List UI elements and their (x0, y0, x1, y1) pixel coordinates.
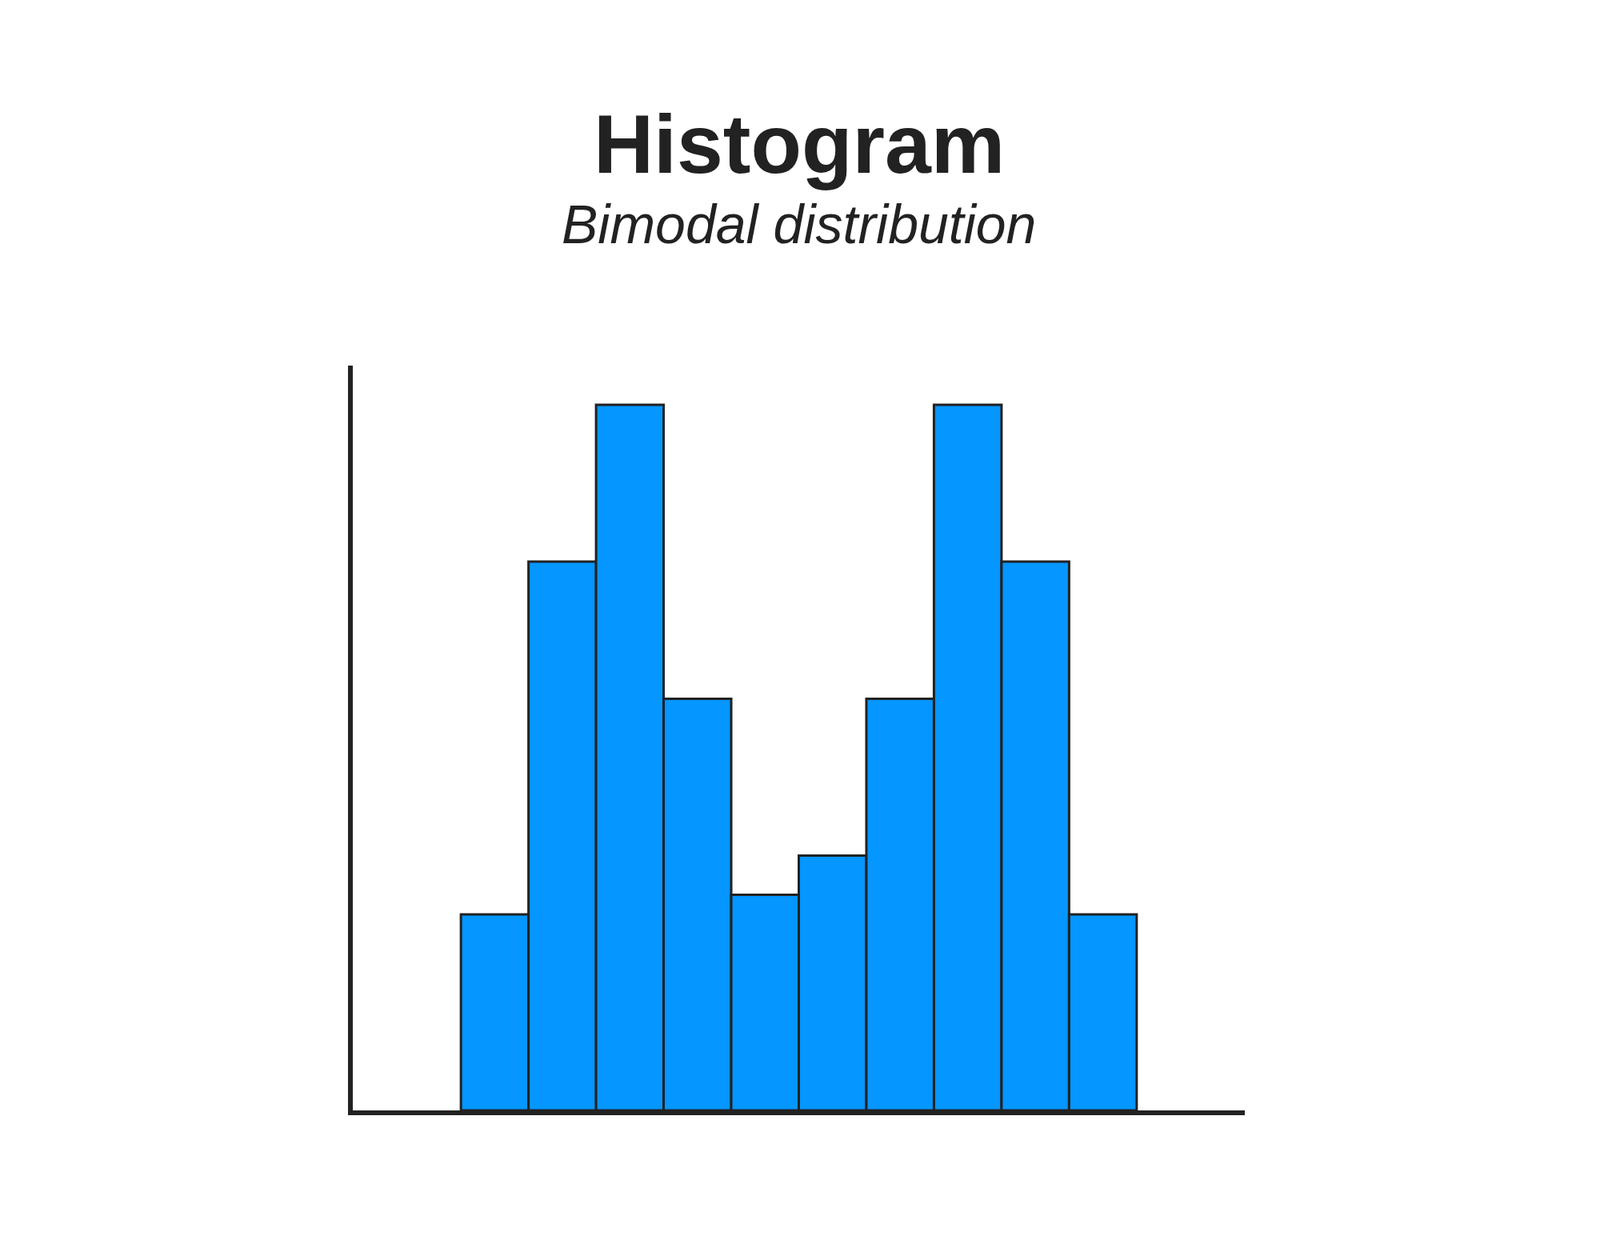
svg-text:Histogram: Histogram (593, 97, 1005, 191)
svg-text:Bimodal distribution: Bimodal distribution (561, 193, 1036, 255)
